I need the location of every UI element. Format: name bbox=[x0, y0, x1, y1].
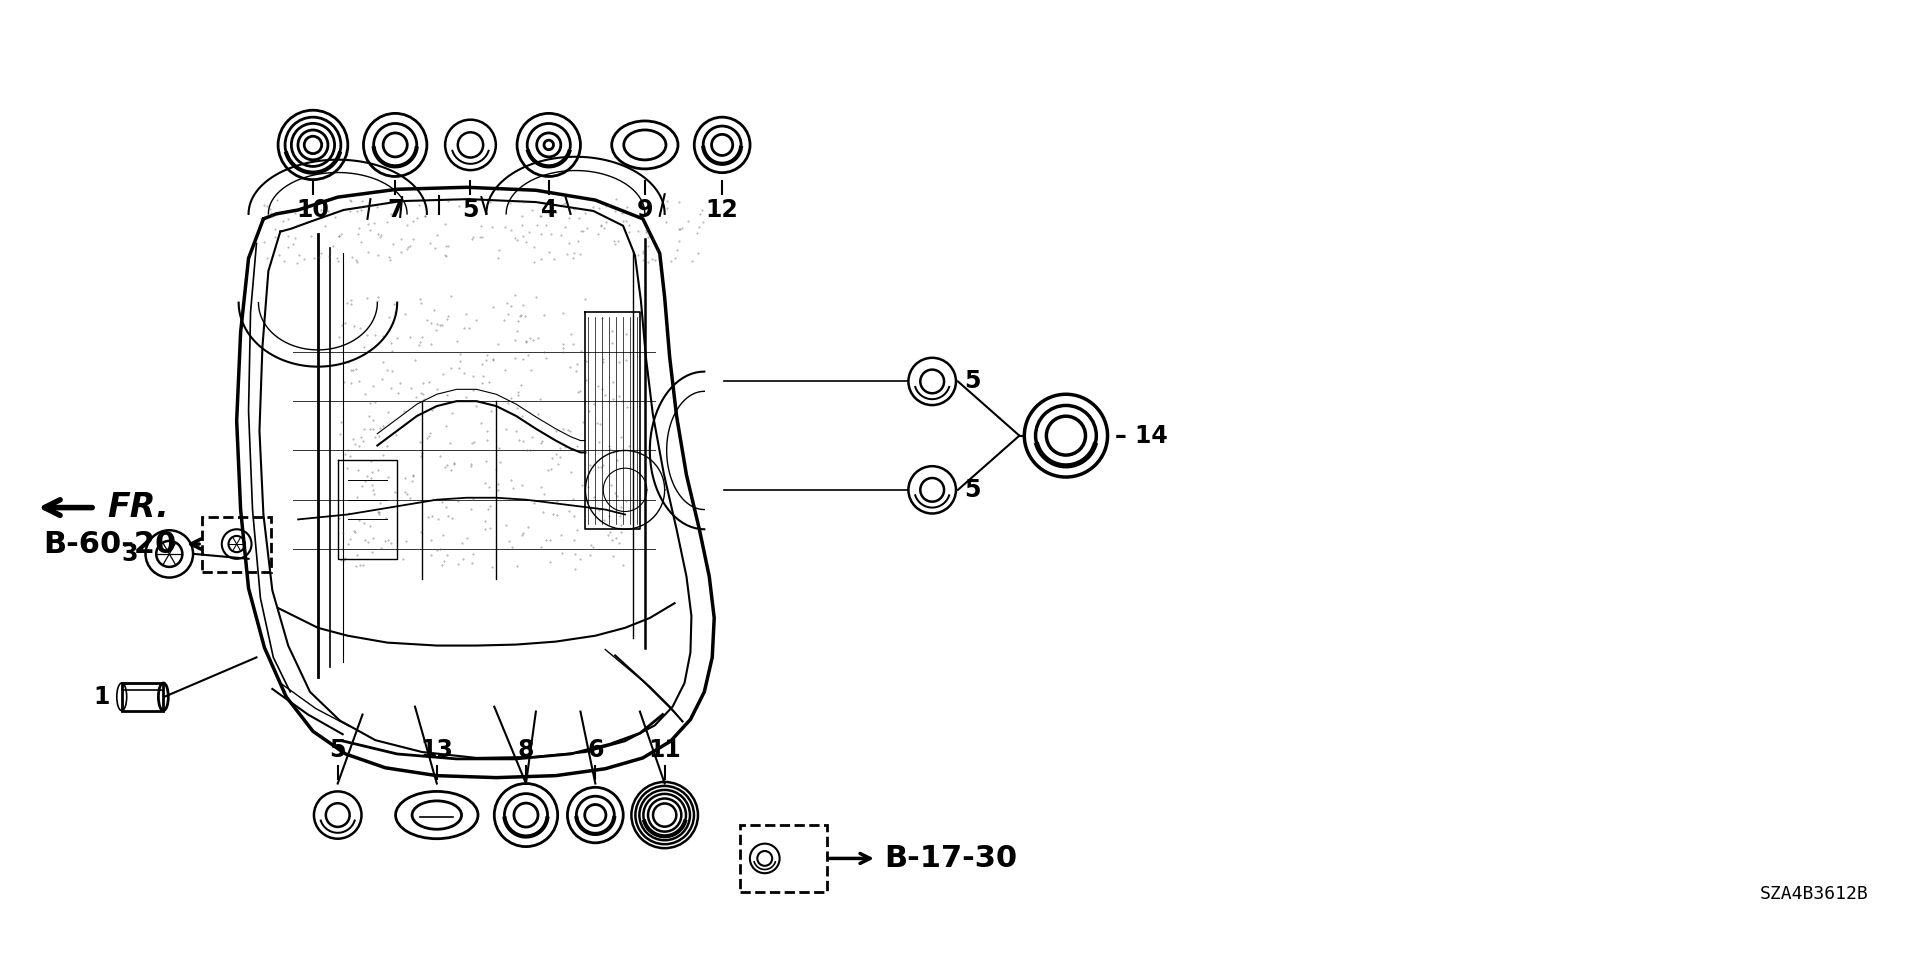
Bar bbox=[739, 825, 828, 892]
Text: 6: 6 bbox=[588, 737, 603, 761]
Text: 5: 5 bbox=[964, 369, 981, 393]
Text: 13: 13 bbox=[420, 737, 453, 761]
Text: 9: 9 bbox=[637, 199, 653, 222]
Text: 5: 5 bbox=[330, 737, 346, 761]
Bar bbox=[202, 518, 271, 572]
Text: FR.: FR. bbox=[108, 491, 169, 524]
Text: 1: 1 bbox=[94, 685, 109, 709]
Text: 11: 11 bbox=[649, 737, 682, 761]
Text: 3: 3 bbox=[121, 542, 138, 566]
Text: SZA4B3612B: SZA4B3612B bbox=[1759, 885, 1868, 903]
Text: B-17-30: B-17-30 bbox=[885, 844, 1018, 873]
Text: 8: 8 bbox=[518, 737, 534, 761]
Text: – 14: – 14 bbox=[1116, 424, 1167, 448]
Text: 5: 5 bbox=[463, 199, 478, 222]
Text: 12: 12 bbox=[707, 199, 739, 222]
Text: 4: 4 bbox=[541, 199, 557, 222]
Text: 5: 5 bbox=[964, 478, 981, 502]
Text: 10: 10 bbox=[296, 199, 330, 222]
Text: B-60-20: B-60-20 bbox=[42, 529, 177, 558]
Bar bbox=[121, 683, 163, 711]
Text: 7: 7 bbox=[388, 199, 403, 222]
